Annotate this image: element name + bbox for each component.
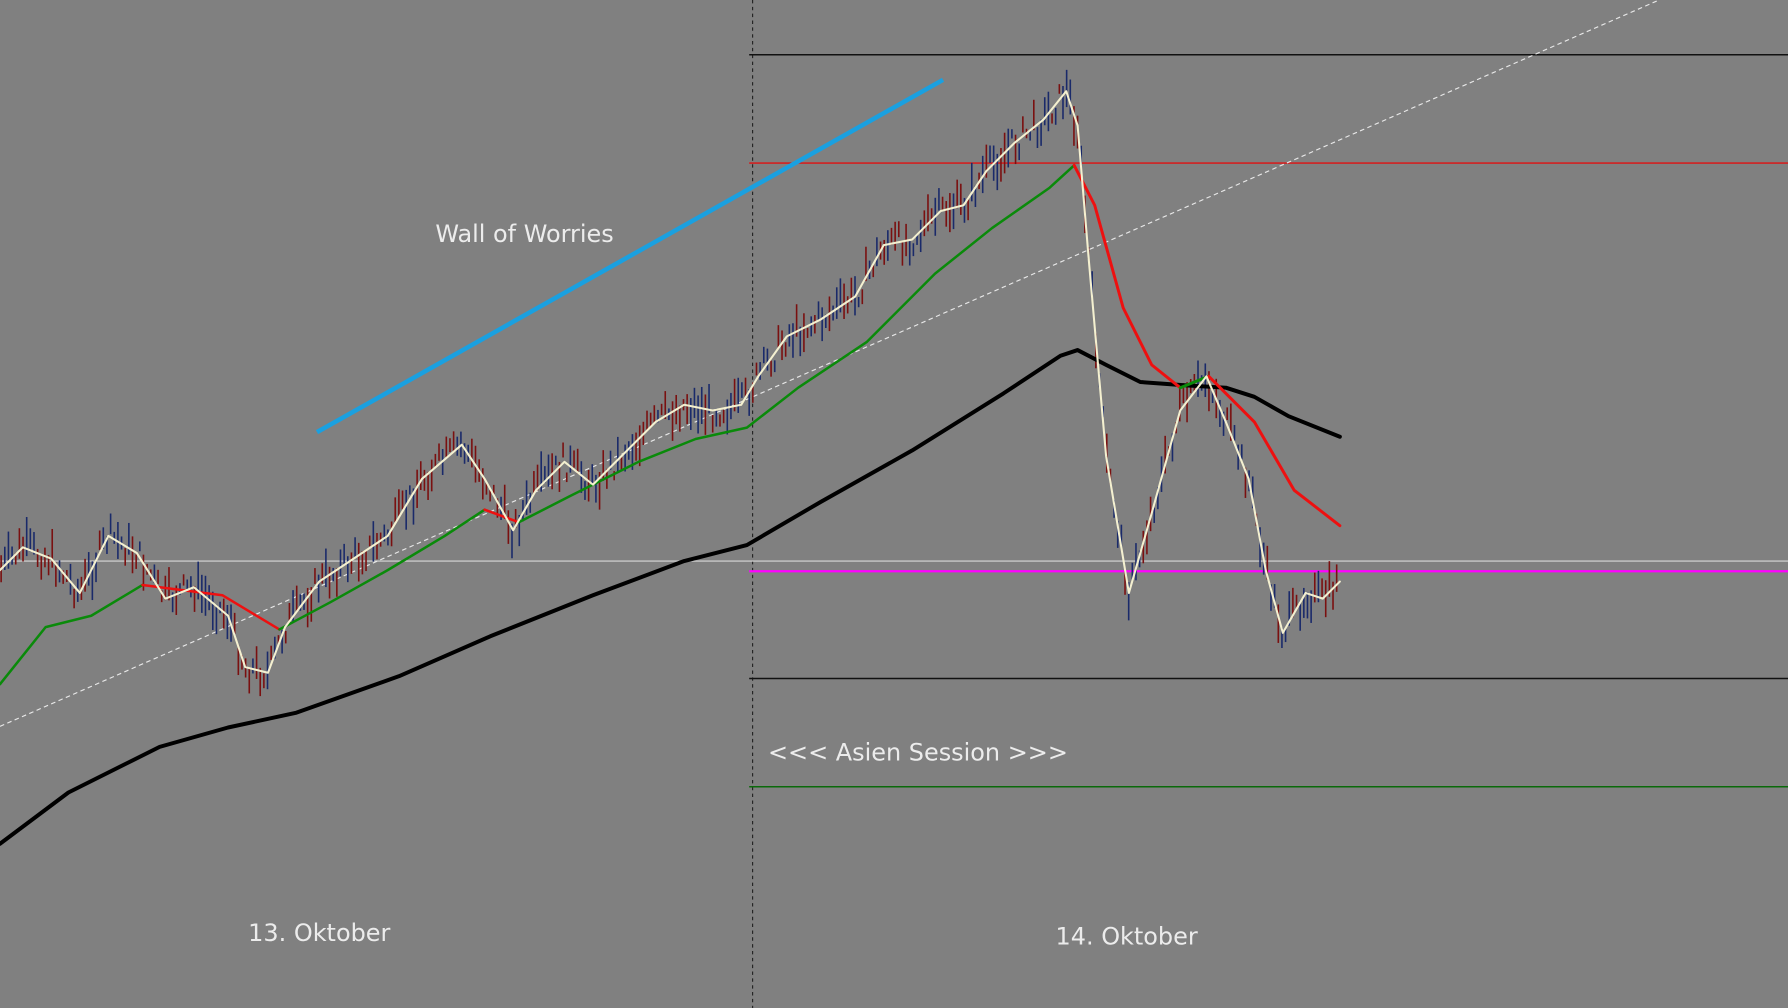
moving-average-down bbox=[141, 583, 281, 631]
trend-line bbox=[0, 0, 1660, 727]
moving-average-slow bbox=[0, 348, 1342, 846]
moving-average-down bbox=[1072, 163, 1182, 390]
annotation: Wall of Worries bbox=[435, 220, 613, 248]
moving-average-down bbox=[1207, 374, 1342, 528]
candles bbox=[0, 69, 1338, 697]
moving-average-up bbox=[0, 583, 144, 686]
moving-average-up bbox=[278, 508, 486, 631]
date-label: 13. Oktober bbox=[248, 919, 390, 947]
date-label: 14. Oktober bbox=[1056, 922, 1198, 950]
trend-arrow bbox=[315, 77, 945, 435]
moving-average-up bbox=[517, 164, 1076, 524]
moving-average-down bbox=[483, 508, 521, 524]
moving-average-fast bbox=[0, 90, 1341, 674]
annotation: <<< Asien Session >>> bbox=[768, 739, 1068, 767]
